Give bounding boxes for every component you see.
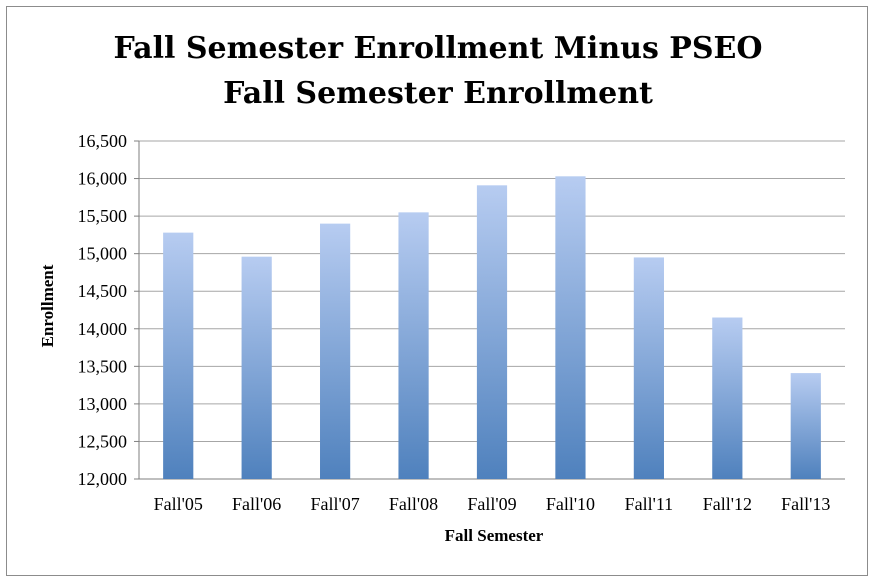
bar <box>633 257 664 479</box>
y-tick-label: 12,500 <box>78 431 128 451</box>
y-tick-label: 13,500 <box>78 356 128 376</box>
x-axis-title: Fall Semester <box>445 526 544 545</box>
x-tick-label: Fall'10 <box>546 494 595 514</box>
bar <box>555 176 586 479</box>
chart-title-line-2: Fall Semester Enrollment <box>223 76 653 111</box>
x-tick-label: Fall'11 <box>625 494 674 514</box>
bar <box>320 223 351 479</box>
y-tick-label: 16,000 <box>78 169 128 189</box>
x-tick-label: Fall'08 <box>389 494 438 514</box>
y-tick-label: 16,500 <box>78 131 128 151</box>
y-tick-label: 15,000 <box>78 244 128 264</box>
y-tick-label: 15,500 <box>78 206 128 226</box>
x-tick-label: Fall'12 <box>703 494 752 514</box>
y-tick-label: 14,000 <box>78 319 128 339</box>
bar <box>398 212 429 479</box>
bars <box>163 176 821 479</box>
bar <box>476 185 508 479</box>
y-tick-labels: 12,000 12,500 13,000 13,500 14,000 14,500 15,0… <box>78 131 128 489</box>
bar <box>712 317 743 479</box>
bar <box>790 373 821 479</box>
chart-title-line-1: Fall Semester Enrollment Minus PSEO <box>113 31 762 66</box>
x-tick-label: Fall'05 <box>154 494 203 514</box>
x-tick-labels: Fall'05 Fall'06 Fall'07 Fall'08 Fall'09 Fall'… <box>154 494 831 514</box>
x-tick-label: Fall'06 <box>232 494 281 514</box>
y-tick-label: 13,000 <box>78 394 128 414</box>
x-tick-label: Fall'07 <box>310 494 359 514</box>
y-tick-label: 12,000 <box>78 469 128 489</box>
y-axis-title: Enrollment <box>38 264 57 347</box>
bar <box>241 256 272 479</box>
x-tick-label: Fall'09 <box>467 494 516 514</box>
bar <box>163 232 194 479</box>
y-tick-label: 14,500 <box>78 281 128 301</box>
x-tick-label: Fall'13 <box>781 494 830 514</box>
